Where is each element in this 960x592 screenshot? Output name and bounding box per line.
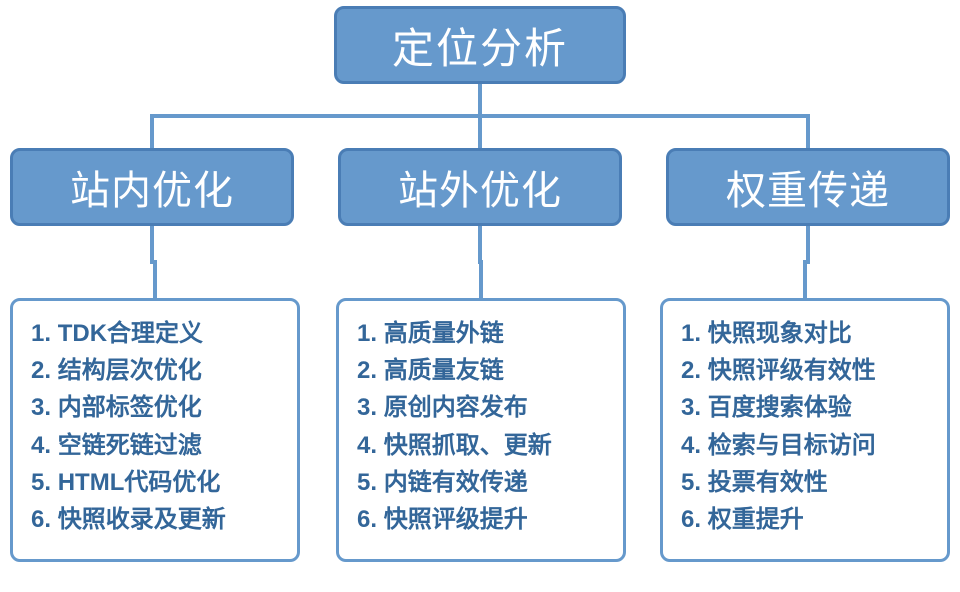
leaf-list: 快照现象对比快照评级有效性百度搜索体验检索与目标访问投票有效性权重提升 [681, 315, 929, 538]
leaf-item: 检索与目标访问 [681, 427, 929, 464]
leaf-item: 内部标签优化 [31, 389, 279, 426]
leaf-item: 空链死链过滤 [31, 427, 279, 464]
leaf-item: 快照评级有效性 [681, 352, 929, 389]
root-node: 定位分析 [334, 6, 626, 84]
connector [152, 226, 155, 298]
leaf-list: 高质量外链高质量友链原创内容发布快照抓取、更新内链有效传递快照评级提升 [357, 315, 605, 538]
leaf-list: TDK合理定义结构层次优化内部标签优化空链死链过滤HTML代码优化快照收录及更新 [31, 315, 279, 538]
connector [805, 226, 808, 298]
leaf-item: 快照收录及更新 [31, 501, 279, 538]
leaf-item: 内链有效传递 [357, 464, 605, 501]
leaf-item: 权重提升 [681, 501, 929, 538]
leaf-node-2: 快照现象对比快照评级有效性百度搜索体验检索与目标访问投票有效性权重提升 [660, 298, 950, 562]
connector [480, 84, 808, 148]
leaf-item: 结构层次优化 [31, 352, 279, 389]
leaf-node-0: TDK合理定义结构层次优化内部标签优化空链死链过滤HTML代码优化快照收录及更新 [10, 298, 300, 562]
branch-label: 站内优化 [70, 158, 234, 216]
branch-node-b3: 权重传递 [666, 148, 950, 226]
branch-node-b2: 站外优化 [338, 148, 622, 226]
leaf-item: 高质量友链 [357, 352, 605, 389]
leaf-item: 快照现象对比 [681, 315, 929, 352]
leaf-item: TDK合理定义 [31, 315, 279, 352]
leaf-item: 快照抓取、更新 [357, 427, 605, 464]
branch-label: 站外优化 [398, 158, 562, 216]
leaf-item: 原创内容发布 [357, 389, 605, 426]
branch-label: 权重传递 [726, 158, 890, 216]
leaf-node-1: 高质量外链高质量友链原创内容发布快照抓取、更新内链有效传递快照评级提升 [336, 298, 626, 562]
connector [152, 84, 480, 148]
connector [480, 226, 481, 298]
leaf-item: 高质量外链 [357, 315, 605, 352]
root-label: 定位分析 [392, 15, 568, 76]
leaf-item: 百度搜索体验 [681, 389, 929, 426]
leaf-item: 快照评级提升 [357, 501, 605, 538]
leaf-item: HTML代码优化 [31, 464, 279, 501]
branch-node-b1: 站内优化 [10, 148, 294, 226]
leaf-item: 投票有效性 [681, 464, 929, 501]
